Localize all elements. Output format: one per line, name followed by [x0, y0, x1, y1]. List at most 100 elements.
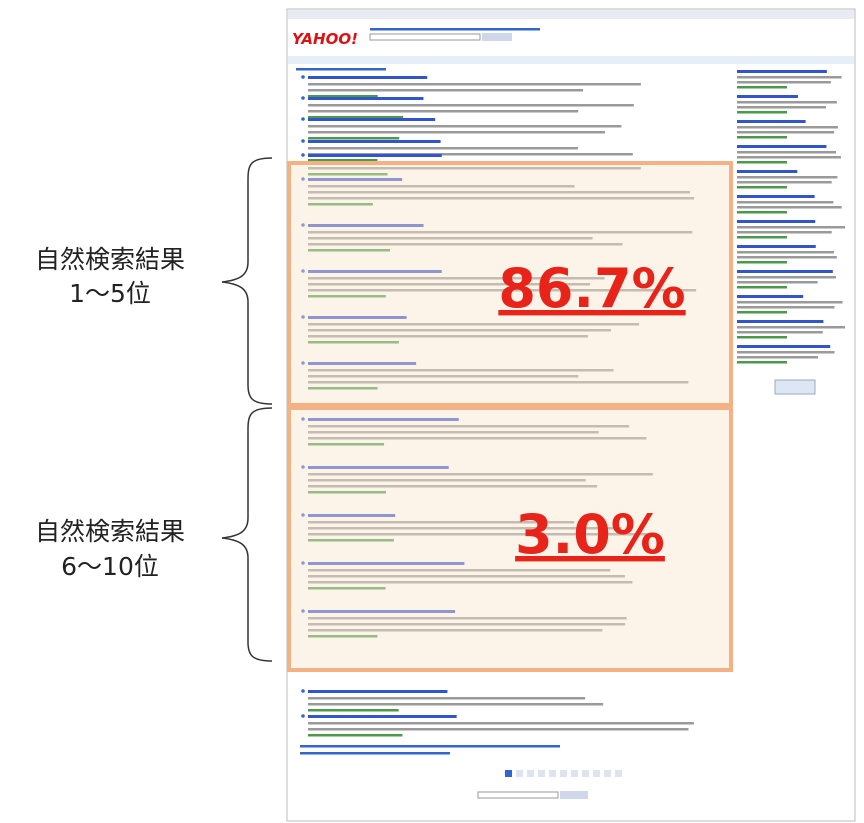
page-link	[582, 770, 589, 777]
text-line	[737, 195, 815, 198]
text-line	[737, 136, 787, 139]
label-line: 6～10位	[61, 552, 159, 581]
page-link	[549, 770, 556, 777]
text-line	[737, 311, 787, 314]
page: YAHOO! 自然検索結果 1～5位 86.7% 自然検索結果 6～10位 3.…	[0, 0, 864, 823]
text-line	[737, 361, 787, 364]
text-line	[300, 752, 450, 755]
text-line	[737, 181, 832, 184]
text-line	[737, 301, 843, 304]
search-button	[482, 33, 512, 41]
text-line	[737, 356, 818, 359]
text-line	[737, 226, 845, 229]
text-line	[737, 345, 830, 348]
page-link	[505, 770, 512, 777]
text-line	[737, 351, 835, 354]
page-link	[516, 770, 523, 777]
text-line	[737, 161, 787, 164]
text-line	[308, 734, 402, 737]
text-line	[737, 186, 787, 189]
text-line	[370, 28, 540, 31]
text-line	[308, 97, 423, 100]
page-link	[571, 770, 578, 777]
text-line	[737, 151, 836, 154]
brace	[222, 408, 272, 661]
logo: YAHOO!	[292, 30, 358, 48]
text-line	[308, 118, 435, 121]
text-line	[737, 176, 837, 179]
text-line	[737, 111, 787, 114]
bullet	[301, 714, 305, 718]
text-line	[737, 106, 826, 109]
page-link	[615, 770, 622, 777]
bullet	[301, 117, 305, 121]
text-line	[308, 722, 694, 725]
text-line	[737, 320, 823, 323]
text-line	[308, 110, 578, 113]
text-line	[737, 211, 787, 214]
text-line	[737, 70, 827, 73]
text-line	[737, 86, 787, 89]
text-line	[737, 306, 834, 309]
text-line	[308, 703, 603, 706]
text-line	[308, 76, 427, 79]
page-link	[527, 770, 534, 777]
text-line	[308, 715, 457, 718]
bullet	[301, 96, 305, 100]
text-line	[737, 120, 806, 123]
label-line: 自然検索結果	[35, 517, 185, 546]
text-line	[737, 336, 787, 339]
text-line	[737, 131, 834, 134]
text-line	[737, 295, 803, 298]
text-line	[737, 261, 787, 264]
text-line	[737, 251, 834, 254]
text-line	[737, 101, 837, 104]
text-line	[296, 68, 386, 71]
text-line	[300, 745, 560, 748]
text-line	[737, 126, 838, 129]
label-line: 1～5位	[69, 279, 151, 308]
text-line	[308, 140, 441, 143]
text-line	[308, 154, 442, 157]
ad-button	[775, 380, 815, 394]
bullet	[301, 139, 305, 143]
text-line	[737, 220, 815, 223]
bullet	[301, 75, 305, 79]
text-line	[308, 709, 399, 712]
text-line	[737, 81, 831, 84]
text-line	[737, 331, 823, 334]
text-line	[308, 125, 621, 128]
text-line	[308, 697, 585, 700]
results-bar	[288, 56, 854, 64]
text-line	[737, 170, 797, 173]
text-line	[308, 690, 447, 693]
infographic: YAHOO! 自然検索結果 1～5位 86.7% 自然検索結果 6～10位 3.…	[0, 0, 864, 823]
text-line	[308, 104, 634, 107]
text-line	[737, 95, 798, 98]
text-line	[308, 89, 583, 92]
text-line	[737, 281, 818, 284]
text-line	[308, 83, 641, 86]
search-button	[560, 791, 588, 799]
text-line	[737, 286, 787, 289]
text-line	[737, 76, 842, 79]
page-link	[538, 770, 545, 777]
text-line	[308, 131, 605, 134]
text-line	[308, 728, 688, 731]
brace	[222, 158, 272, 404]
page-link	[560, 770, 567, 777]
share: 3.0%	[515, 503, 665, 566]
text-line	[737, 245, 816, 248]
text-line	[737, 156, 841, 159]
search-field	[370, 34, 480, 40]
browser-bar	[288, 10, 854, 19]
text-line	[737, 206, 842, 209]
text-line	[308, 147, 578, 150]
bullet	[301, 153, 305, 157]
text-line	[737, 326, 845, 329]
text-line	[737, 236, 787, 239]
page-link	[593, 770, 600, 777]
search-field	[478, 792, 558, 798]
text-line	[737, 201, 833, 204]
text-line	[308, 137, 399, 140]
